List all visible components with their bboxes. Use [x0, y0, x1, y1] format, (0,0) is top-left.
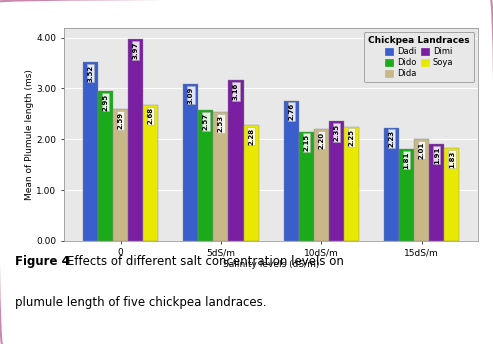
Text: 2.20: 2.20: [318, 132, 324, 149]
Text: 2.15: 2.15: [303, 134, 309, 151]
Text: 1.91: 1.91: [434, 146, 440, 164]
Bar: [314, 129, 329, 241]
Y-axis label: Mean of Plumule length (ms): Mean of Plumule length (ms): [25, 69, 34, 200]
X-axis label: Salinity levels (dS/m): Salinity levels (dS/m): [223, 260, 319, 269]
Text: 3.16: 3.16: [233, 83, 239, 100]
Bar: [213, 112, 228, 241]
Bar: [283, 101, 299, 241]
Bar: [198, 110, 213, 241]
Text: 2.76: 2.76: [288, 103, 294, 120]
Bar: [183, 84, 198, 241]
Bar: [384, 128, 399, 241]
Text: 2.59: 2.59: [117, 112, 124, 129]
Bar: [83, 62, 98, 241]
Text: 3.09: 3.09: [188, 86, 194, 104]
Bar: [399, 149, 414, 241]
Text: 2.25: 2.25: [349, 129, 354, 146]
Bar: [414, 139, 429, 241]
Bar: [113, 109, 128, 241]
Text: 2.23: 2.23: [388, 130, 394, 147]
Bar: [444, 148, 459, 241]
Text: 1.81: 1.81: [404, 151, 410, 169]
Bar: [299, 132, 314, 241]
Text: 3.97: 3.97: [133, 42, 139, 59]
Text: Figure 4: Figure 4: [15, 255, 70, 268]
Text: plumule length of five chickpea landraces.: plumule length of five chickpea landrace…: [15, 296, 266, 309]
Text: 2.28: 2.28: [248, 128, 254, 145]
Text: 2.35: 2.35: [333, 124, 339, 141]
Text: 3.52: 3.52: [87, 65, 94, 82]
Bar: [143, 105, 158, 241]
Text: Effects of different salt concentration levels on: Effects of different salt concentration …: [67, 255, 344, 268]
Bar: [344, 127, 359, 241]
Text: 2.53: 2.53: [218, 115, 224, 132]
Bar: [128, 39, 143, 241]
Text: 2.01: 2.01: [419, 141, 425, 159]
Bar: [228, 80, 244, 241]
Bar: [429, 144, 444, 241]
Text: 2.57: 2.57: [203, 113, 209, 130]
Text: 1.83: 1.83: [449, 150, 455, 168]
Bar: [98, 91, 113, 241]
Text: 2.95: 2.95: [103, 94, 108, 111]
Text: 2.68: 2.68: [148, 107, 154, 125]
Bar: [244, 125, 259, 241]
Bar: [329, 121, 344, 241]
Legend: Dadi, Dido, Dida, Dimi, Soya: Dadi, Dido, Dida, Dimi, Soya: [364, 32, 474, 82]
